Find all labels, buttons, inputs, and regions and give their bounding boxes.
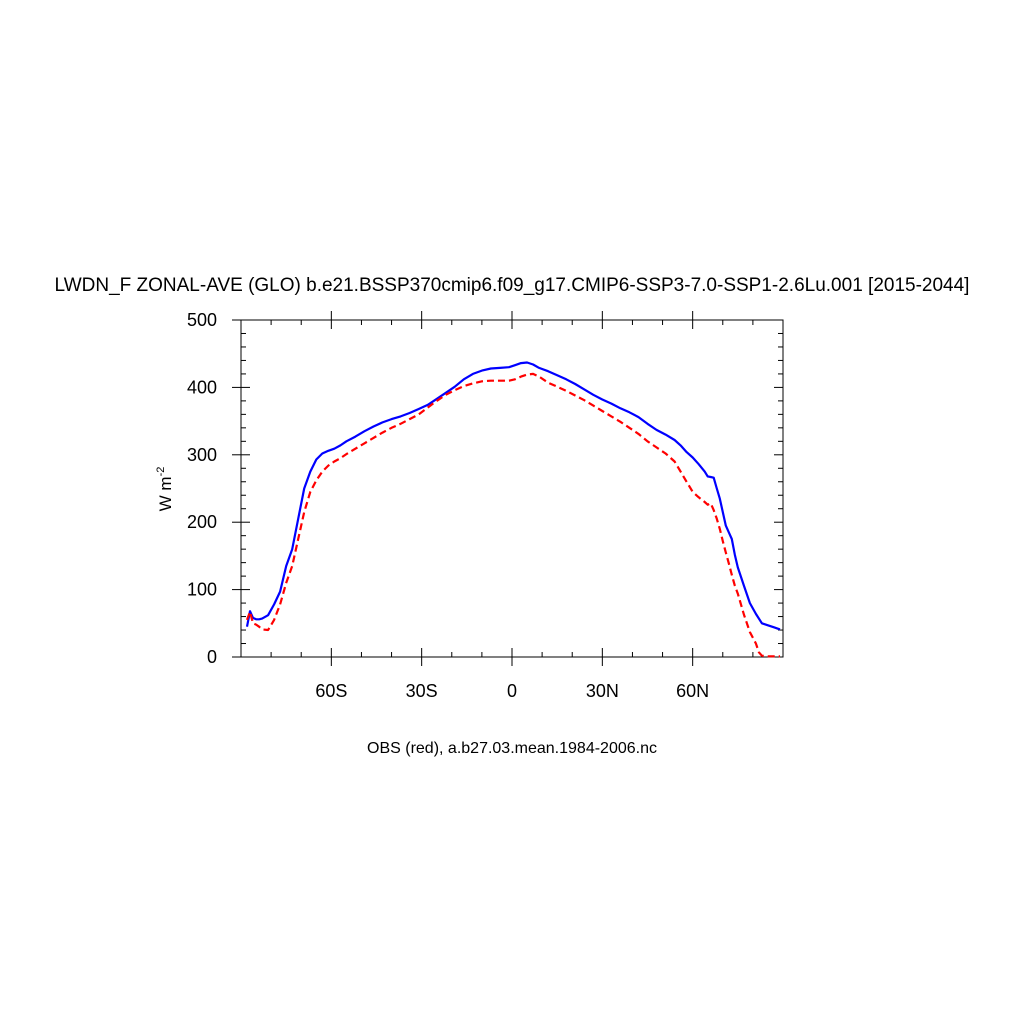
obs-series-line: [245, 372, 780, 658]
x-tick-labels: 60S 30S 0 30N 60N: [315, 681, 709, 701]
x-tick-label: 30S: [406, 681, 438, 701]
y-axis-label: W m-2: [155, 467, 175, 512]
svg-text:W m-2: W m-2: [155, 467, 175, 512]
x-tick-label: 60N: [676, 681, 709, 701]
y-tick-label: 0: [207, 647, 217, 667]
y-tick-label: 500: [187, 310, 217, 330]
y-tick-label: 200: [187, 512, 217, 532]
x-tick-label: 60S: [315, 681, 347, 701]
y-tick-label: 400: [187, 377, 217, 397]
plot-area: [240, 319, 784, 658]
y-tick-label: 300: [187, 445, 217, 465]
y-tick-label: 100: [187, 580, 217, 600]
plot-border: [240, 319, 784, 658]
x-tick-label: 30N: [586, 681, 619, 701]
y-axis-label-text: W m: [156, 476, 175, 511]
y-axis-label-exponent: -2: [155, 467, 167, 477]
model-series-line: [245, 361, 781, 631]
data-series: [245, 361, 781, 658]
x-tick-label: 0: [507, 681, 517, 701]
axis-ticks: [232, 311, 783, 666]
chart-footer: OBS (red), a.b27.03.mean.1984-2006.nc: [367, 740, 657, 757]
chart-title: LWDN_F ZONAL-AVE (GLO) b.e21.BSSP370cmip…: [55, 275, 970, 296]
y-tick-labels: 0 100 200 300 400 500: [187, 310, 217, 667]
